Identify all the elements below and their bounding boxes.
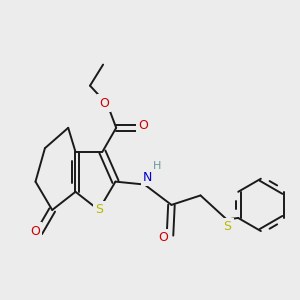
Text: N: N — [143, 171, 152, 184]
Text: O: O — [138, 119, 148, 132]
Text: O: O — [158, 231, 168, 244]
Text: O: O — [30, 225, 40, 238]
Text: H: H — [153, 161, 161, 171]
Text: O: O — [99, 97, 109, 110]
Text: S: S — [95, 203, 103, 217]
Text: S: S — [224, 220, 231, 233]
